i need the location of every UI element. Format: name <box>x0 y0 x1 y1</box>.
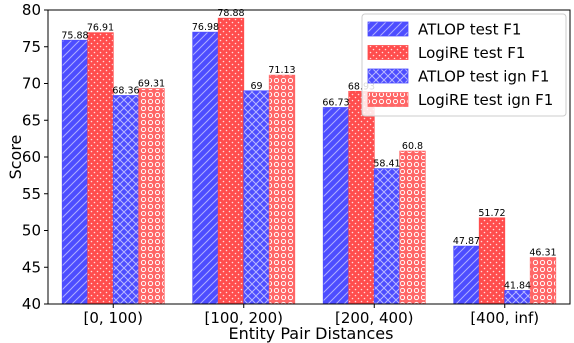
value-label-1-2: 76.98 <box>192 22 219 33</box>
value-label-2-1: 76.91 <box>87 23 114 34</box>
value-label-1-4: 47.87 <box>453 236 480 247</box>
axes: 40 45 50 55 60 65 70 75 80 [0, 100) [100, 200) [200… <box>22 1 571 327</box>
bar-3-1 <box>112 95 140 305</box>
bar-2-2 <box>217 17 245 305</box>
y-tick-label: 75 <box>22 38 41 56</box>
x-tick-label: [200, 400) <box>335 309 414 327</box>
bar-4-1 <box>138 88 165 305</box>
legend-swatch-1 <box>367 21 409 37</box>
y-tick-label: 65 <box>22 111 41 129</box>
value-label-4-2: 71.13 <box>268 65 295 76</box>
x-tick-label: [100, 200) <box>204 309 283 327</box>
x-tick-label: [0, 100) <box>84 309 143 327</box>
y-tick-label: 40 <box>22 295 41 313</box>
legend: ATLOP test F1 LogiRE test F1 ATLOP test ig… <box>361 13 567 117</box>
bar-4-2 <box>268 74 296 305</box>
value-label-4-4: 46.31 <box>529 248 556 259</box>
legend-label-3: ATLOP test ign F1 <box>418 68 549 86</box>
x-tick-label: [400, inf) <box>470 309 539 327</box>
legend-box <box>361 13 567 117</box>
bar-3-3 <box>373 168 401 305</box>
bar-1-2 <box>192 31 219 305</box>
bar-4-4 <box>529 257 557 305</box>
bar-1-1 <box>61 39 89 305</box>
y-tick-label: 50 <box>22 222 41 240</box>
legend-swatch-2 <box>367 45 409 60</box>
y-axis-title: Score <box>6 135 25 180</box>
value-label-2-2: 78.88 <box>217 8 244 19</box>
bar-3-4 <box>504 290 531 305</box>
bars <box>61 17 557 305</box>
y-tick-label: 80 <box>22 1 41 19</box>
value-label-4-3: 60.8 <box>402 141 423 152</box>
value-label-3-2: 69 <box>250 81 262 92</box>
value-label-3-1: 68.36 <box>112 86 139 97</box>
value-label-1-1: 75.88 <box>61 30 88 41</box>
bar-1-4 <box>453 245 480 305</box>
legend-label-2: LogiRE test F1 <box>418 44 525 62</box>
bar-2-4 <box>478 217 506 305</box>
bar-2-1 <box>87 32 114 305</box>
value-label-1-3: 66.73 <box>322 98 349 109</box>
legend-swatch-3 <box>367 68 409 84</box>
legend-label-1: ATLOP test F1 <box>418 21 521 39</box>
bar-3-2 <box>243 90 270 305</box>
value-label-3-4: 41.84 <box>504 280 531 291</box>
value-label-3-3: 58.41 <box>373 159 400 170</box>
value-label-4-1: 69.31 <box>138 79 165 90</box>
y-tick-label: 55 <box>22 185 41 203</box>
x-axis-title: Entity Pair Distances <box>229 324 394 343</box>
y-tick-label: 45 <box>22 258 41 276</box>
y-tick-label: 60 <box>22 148 41 166</box>
bar-1-3 <box>322 107 350 305</box>
legend-swatch-4 <box>367 92 409 107</box>
bar-4-3 <box>399 150 426 305</box>
bar-2-3 <box>348 90 375 305</box>
value-label-2-4: 51.72 <box>478 208 505 219</box>
y-tick-label: 70 <box>22 75 41 93</box>
legend-label-4: LogiRE test ign F1 <box>418 91 553 109</box>
